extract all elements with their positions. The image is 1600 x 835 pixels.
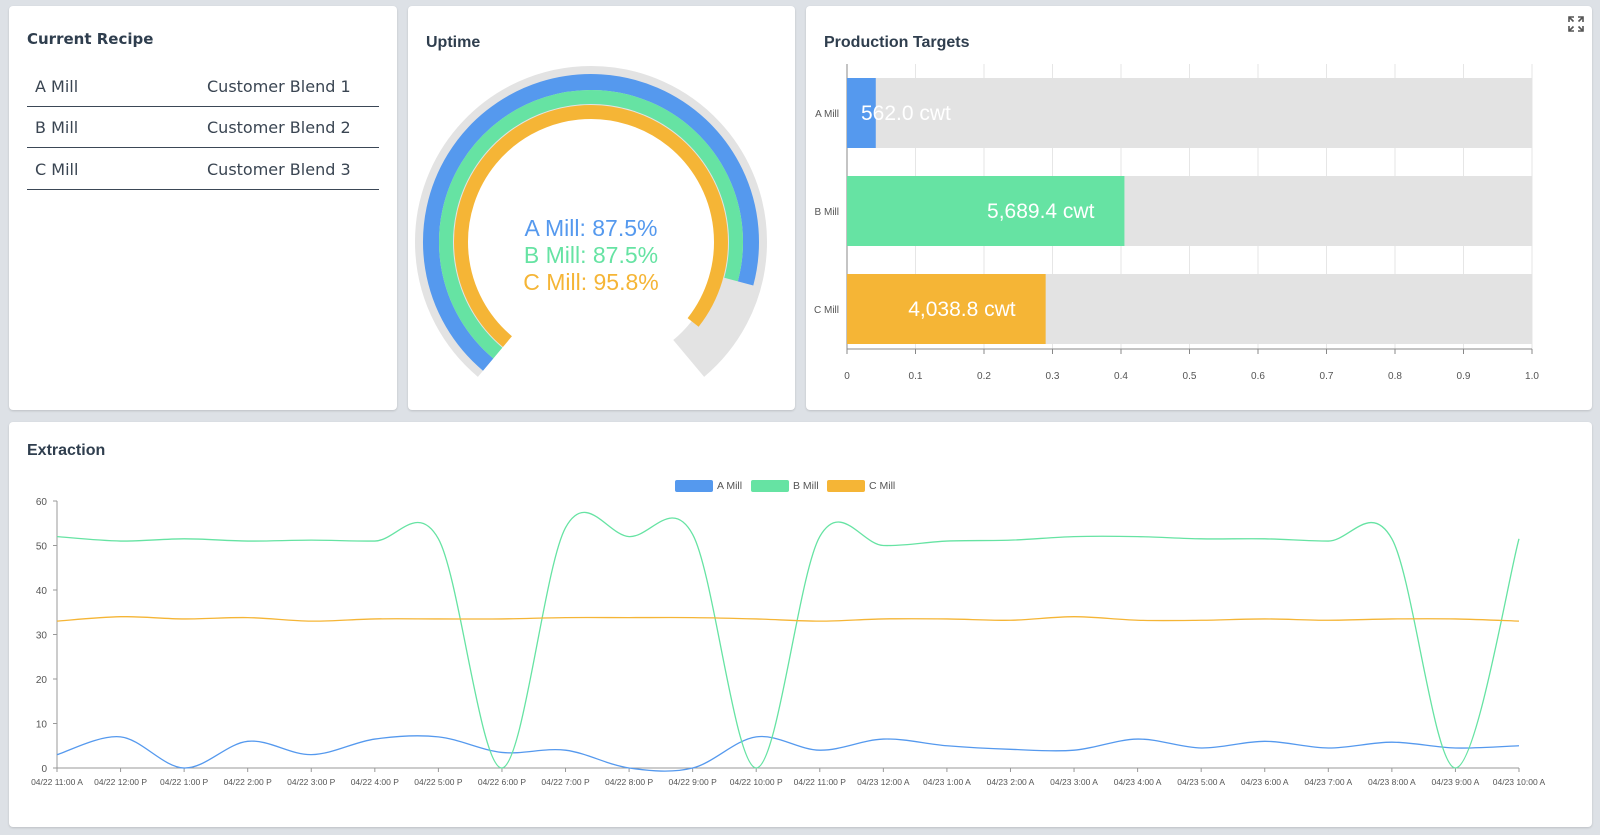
x-tick-label: 04/22 7:00 P [541,777,590,787]
recipe-row: C Mill Customer Blend 3 [27,148,379,190]
x-tick-label: 04/23 5:00 A [1177,777,1225,787]
bar-track [847,78,1532,148]
x-tick-label: 04/23 10:00 A [1493,777,1546,787]
y-tick-label: C Mill [814,305,839,316]
legend-label[interactable]: B Mill [793,480,819,492]
y-tick-label: 0 [41,764,47,775]
series-line-a-mill [56,735,1520,772]
production-targets-chart: 0 0.1 0.2 0.3 0.4 0.5 0.6 0.7 0.8 0.9 1.0 A Mill 562… [814,64,1539,382]
bar-data-label: 4,038.8 cwt [908,298,1016,321]
recipe-mill: A Mill [35,77,79,96]
x-tick-label: 0.7 [1320,371,1334,382]
legend-swatch[interactable] [675,480,713,492]
x-tick-label: 04/22 9:00 P [669,777,718,787]
bar-a-mill [847,78,876,148]
x-tick-label: 04/22 11:00 P [794,777,847,787]
recipe-row: A Mill Customer Blend 1 [27,65,379,107]
recipe-blend: Customer Blend 3 [207,160,351,179]
x-tick-label: 04/22 2:00 P [224,777,273,787]
legend-label[interactable]: A Mill [717,480,742,492]
production-targets-card: Production Targets 0 0.1 0.2 0.3 0.4 0.5 0.6 0.… [806,6,1592,410]
x-tick-label: 04/22 8:00 P [605,777,654,787]
extraction-title: Extraction [27,442,106,459]
x-tick-label: 1.0 [1525,371,1539,382]
x-tick-label: 04/22 1:00 P [160,777,209,787]
y-tick-label: 10 [36,720,48,731]
x-tick-label: 04/23 2:00 A [987,777,1035,787]
uptime-title: Uptime [426,34,481,51]
extraction-chart: 0 10 20 30 40 50 60 04/22 11:00 A 04/22 12:00 P 0… [31,480,1546,787]
x-tick-label: 04/23 1:00 A [923,777,971,787]
x-tick-label: 0.8 [1388,371,1402,382]
legend: A Mill B Mill C Mill [675,480,895,492]
y-tick-label: 50 [36,542,48,553]
x-tick-label: 04/22 4:00 P [351,777,400,787]
x-tick-label: 04/23 9:00 A [1432,777,1480,787]
current-recipe-title: Current Recipe [27,30,154,48]
y-tick-label: 30 [36,631,48,642]
uptime-label-c: C Mill: 95.8% [523,269,658,295]
recipe-row: B Mill Customer Blend 2 [27,106,379,148]
x-tick-label: 04/23 4:00 A [1114,777,1162,787]
series-line-b-mill [56,511,1520,769]
expand-icon[interactable] [1568,16,1584,32]
uptime-ring-b-mill [439,90,743,359]
legend-swatch[interactable] [751,480,789,492]
x-tick-label: 04/22 10:00 P [730,777,783,787]
uptime-ring-c-mill [454,105,728,347]
y-tick-label: B Mill [815,207,839,218]
x-tick-label: 0.2 [977,371,991,382]
x-tick-label: 0 [844,371,850,382]
y-tick-label: 20 [36,675,48,686]
y-tick-label: 40 [36,586,48,597]
uptime-ring-a-mill [423,74,759,371]
x-tick-label: 04/22 11:00 A [31,777,83,787]
production-targets-title: Production Targets [824,34,970,51]
x-tick-label: 0.4 [1114,371,1128,382]
x-tick-label: 0.6 [1251,371,1265,382]
uptime-gauge: A Mill: 87.5% B Mill: 87.5% C Mill: 95.8… [415,66,767,377]
series-line-c-mill [56,616,1520,622]
bar-b-mill [847,176,1125,246]
recipe-blend: Customer Blend 1 [207,77,351,96]
x-tick-label: 04/23 12:00 A [857,777,910,787]
y-tick-label: A Mill [815,109,839,120]
x-tick-label: 0.3 [1046,371,1060,382]
x-tick-label: 04/23 6:00 A [1241,777,1289,787]
current-recipe-card: Current Recipe A Mill Customer Blend 1 B… [9,6,397,410]
x-tick-label: 0.1 [909,371,923,382]
x-tick-label: 04/22 5:00 P [414,777,463,787]
x-tick-label: 0.9 [1457,371,1471,382]
uptime-label-b: B Mill: 87.5% [524,242,658,268]
bar-data-label: 562.0 cwt [861,102,951,125]
x-tick-label: 04/22 12:00 P [94,777,147,787]
recipe-mill: C Mill [35,160,79,179]
recipe-mill: B Mill [35,118,79,137]
x-tick-label: 04/22 3:00 P [287,777,336,787]
legend-swatch[interactable] [827,480,865,492]
x-tick-label: 04/22 6:00 P [478,777,527,787]
recipe-blend: Customer Blend 2 [207,118,351,137]
legend-label[interactable]: C Mill [869,480,895,492]
x-tick-label: 0.5 [1183,371,1197,382]
extraction-card: Extraction 0 10 20 30 40 50 60 04/22 11:00 A 04/… [9,422,1592,827]
x-tick-label: 04/23 3:00 A [1050,777,1098,787]
bar-data-label: 5,689.4 cwt [987,200,1095,223]
uptime-label-a: A Mill: 87.5% [525,215,658,241]
bar-c-mill [847,274,1046,344]
x-tick-label: 04/23 7:00 A [1304,777,1352,787]
x-tick-label: 04/23 8:00 A [1368,777,1416,787]
y-tick-label: 60 [36,497,48,508]
uptime-card: Uptime A Mill: 87.5% B Mill: 87.5% C Mil… [408,6,795,410]
